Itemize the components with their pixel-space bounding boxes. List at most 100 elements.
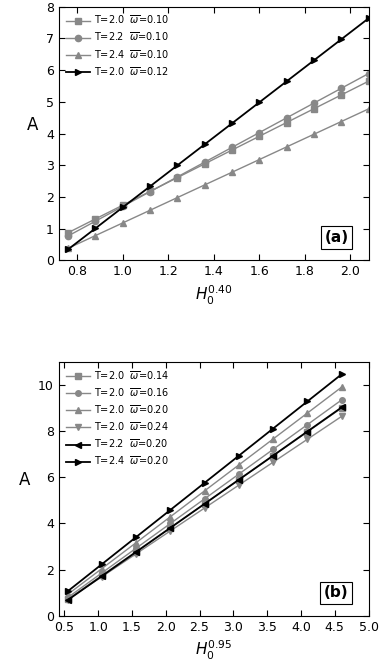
T=2.0  $\overline{\omega}$=0.12 (257, 99, 261, 107)
T=2.0  $\overline{\omega}$=0.16 (237, 470, 241, 478)
T=2.2  $\overline{\omega}$=0.20 (202, 500, 207, 508)
T=2.0  $\overline{\omega}$=0.14 (65, 595, 70, 603)
T=2.0  $\overline{\omega}$=0.14 (100, 571, 104, 579)
Text: (a): (a) (325, 230, 348, 245)
T=2.4  $\overline{\omega}$=0.20 (100, 560, 104, 568)
T=2.2  $\overline{\omega}$=0.10 (120, 203, 125, 211)
Line: T=2.0  $\overline{\omega}$=0.10: T=2.0 $\overline{\omega}$=0.10 (65, 78, 372, 236)
T=2.2  $\overline{\omega}$=0.20 (168, 524, 173, 532)
T=2.2  $\overline{\omega}$=0.10 (312, 99, 316, 107)
T=2.2  $\overline{\omega}$=0.10 (66, 232, 70, 240)
T=2.0  $\overline{\omega}$=0.16 (271, 446, 276, 453)
T=2.0  $\overline{\omega}$=0.12 (120, 203, 125, 211)
T=2.0  $\overline{\omega}$=0.14 (168, 524, 173, 532)
T=2.0  $\overline{\omega}$=0.12 (93, 224, 98, 232)
T=2.0  $\overline{\omega}$=0.20 (168, 513, 173, 521)
T=2.0  $\overline{\omega}$=0.10 (230, 146, 234, 154)
Line: T=2.2  $\overline{\omega}$=0.20: T=2.2 $\overline{\omega}$=0.20 (65, 404, 344, 603)
T=2.4  $\overline{\omega}$=0.10 (257, 156, 261, 164)
T=2.2  $\overline{\omega}$=0.10 (175, 173, 180, 181)
T=2.4  $\overline{\omega}$=0.10 (203, 181, 207, 189)
T=2.4  $\overline{\omega}$=0.10 (120, 219, 125, 227)
T=2.0  $\overline{\omega}$=0.20 (202, 487, 207, 495)
T=2.0  $\overline{\omega}$=0.10 (284, 118, 289, 126)
Line: T=2.4  $\overline{\omega}$=0.20: T=2.4 $\overline{\omega}$=0.20 (65, 371, 344, 594)
T=2.0  $\overline{\omega}$=0.24 (134, 550, 138, 558)
T=2.4  $\overline{\omega}$=0.10 (93, 232, 98, 240)
T=2.4  $\overline{\omega}$=0.20 (65, 587, 70, 595)
T=2.0  $\overline{\omega}$=0.24 (100, 573, 104, 581)
T=2.4  $\overline{\omega}$=0.10 (148, 207, 152, 214)
T=2.0  $\overline{\omega}$=0.16 (339, 396, 344, 404)
T=2.2  $\overline{\omega}$=0.20 (134, 548, 138, 556)
Legend: T=2.0  $\overline{\omega}$=0.14, T=2.0  $\overline{\omega}$=0.16, T=2.0  $\overl: T=2.0 $\overline{\omega}$=0.14, T=2.0 $\… (63, 366, 172, 470)
T=2.0  $\overline{\omega}$=0.12 (66, 246, 70, 254)
T=2.0  $\overline{\omega}$=0.12 (339, 35, 344, 43)
T=2.2  $\overline{\omega}$=0.10 (339, 84, 344, 92)
T=2.0  $\overline{\omega}$=0.20 (65, 591, 70, 598)
T=2.0  $\overline{\omega}$=0.12 (148, 183, 152, 191)
Line: T=2.2  $\overline{\omega}$=0.10: T=2.2 $\overline{\omega}$=0.10 (65, 70, 372, 239)
T=2.0  $\overline{\omega}$=0.10 (339, 91, 344, 99)
T=2.0  $\overline{\omega}$=0.20 (271, 435, 276, 443)
T=2.0  $\overline{\omega}$=0.20 (134, 539, 138, 547)
T=2.4  $\overline{\omega}$=0.20 (305, 397, 310, 405)
T=2.0  $\overline{\omega}$=0.12 (312, 56, 316, 64)
T=2.4  $\overline{\omega}$=0.20 (271, 424, 276, 432)
T=2.0  $\overline{\omega}$=0.10 (148, 187, 152, 195)
T=2.0  $\overline{\omega}$=0.24 (305, 436, 310, 444)
T=2.0  $\overline{\omega}$=0.24 (65, 596, 70, 604)
T=2.2  $\overline{\omega}$=0.10 (366, 70, 371, 77)
T=2.0  $\overline{\omega}$=0.10 (366, 77, 371, 85)
T=2.0  $\overline{\omega}$=0.24 (237, 481, 241, 489)
T=2.0  $\overline{\omega}$=0.16 (100, 569, 104, 577)
T=2.0  $\overline{\omega}$=0.10 (203, 160, 207, 168)
T=2.0  $\overline{\omega}$=0.10 (120, 201, 125, 209)
T=2.4  $\overline{\omega}$=0.20 (237, 451, 241, 459)
T=2.4  $\overline{\omega}$=0.10 (230, 168, 234, 176)
T=2.0  $\overline{\omega}$=0.12 (203, 140, 207, 148)
T=2.0  $\overline{\omega}$=0.14 (271, 452, 276, 460)
T=2.0  $\overline{\omega}$=0.10 (66, 229, 70, 237)
T=2.0  $\overline{\omega}$=0.24 (339, 412, 344, 420)
T=2.0  $\overline{\omega}$=0.20 (339, 383, 344, 391)
T=2.0  $\overline{\omega}$=0.14 (202, 500, 207, 508)
T=2.0  $\overline{\omega}$=0.12 (366, 15, 371, 23)
T=2.0  $\overline{\omega}$=0.10 (175, 173, 180, 181)
T=2.0  $\overline{\omega}$=0.24 (271, 458, 276, 466)
T=2.4  $\overline{\omega}$=0.10 (175, 193, 180, 201)
T=2.2  $\overline{\omega}$=0.10 (257, 128, 261, 136)
T=2.0  $\overline{\omega}$=0.10 (93, 215, 98, 223)
Legend: T=2.0  $\overline{\omega}$=0.10, T=2.2  $\overline{\omega}$=0.10, T=2.4  $\overl: T=2.0 $\overline{\omega}$=0.10, T=2.2 $\… (63, 11, 172, 81)
T=2.0  $\overline{\omega}$=0.24 (168, 527, 173, 535)
T=2.4  $\overline{\omega}$=0.20 (134, 533, 138, 541)
X-axis label: $H_0^{0.95}$: $H_0^{0.95}$ (195, 639, 233, 662)
T=2.4  $\overline{\omega}$=0.10 (284, 143, 289, 151)
T=2.2  $\overline{\omega}$=0.10 (203, 158, 207, 166)
Y-axis label: A: A (19, 471, 30, 489)
T=2.0  $\overline{\omega}$=0.12 (284, 77, 289, 85)
T=2.2  $\overline{\omega}$=0.20 (237, 476, 241, 484)
Line: T=2.0  $\overline{\omega}$=0.16: T=2.0 $\overline{\omega}$=0.16 (65, 397, 344, 600)
Line: T=2.0  $\overline{\omega}$=0.20: T=2.0 $\overline{\omega}$=0.20 (65, 385, 344, 597)
Line: T=2.0  $\overline{\omega}$=0.12: T=2.0 $\overline{\omega}$=0.12 (65, 15, 372, 253)
T=2.2  $\overline{\omega}$=0.20 (65, 596, 70, 604)
T=2.0  $\overline{\omega}$=0.24 (202, 504, 207, 512)
T=2.4  $\overline{\omega}$=0.10 (339, 118, 344, 126)
T=2.4  $\overline{\omega}$=0.20 (339, 370, 344, 378)
T=2.2  $\overline{\omega}$=0.10 (148, 188, 152, 196)
T=2.0  $\overline{\omega}$=0.16 (202, 495, 207, 502)
T=2.4  $\overline{\omega}$=0.20 (202, 479, 207, 487)
T=2.0  $\overline{\omega}$=0.10 (257, 132, 261, 140)
T=2.0  $\overline{\omega}$=0.20 (305, 409, 310, 417)
Text: (b): (b) (324, 585, 348, 600)
T=2.0  $\overline{\omega}$=0.20 (100, 565, 104, 573)
T=2.0  $\overline{\omega}$=0.10 (312, 105, 316, 113)
T=2.0  $\overline{\omega}$=0.16 (134, 544, 138, 552)
T=2.4  $\overline{\omega}$=0.20 (168, 506, 173, 514)
T=2.0  $\overline{\omega}$=0.14 (237, 476, 241, 484)
T=2.2  $\overline{\omega}$=0.10 (284, 114, 289, 122)
T=2.0  $\overline{\omega}$=0.12 (230, 119, 234, 127)
T=2.0  $\overline{\omega}$=0.16 (65, 594, 70, 602)
T=2.0  $\overline{\omega}$=0.14 (305, 428, 310, 436)
